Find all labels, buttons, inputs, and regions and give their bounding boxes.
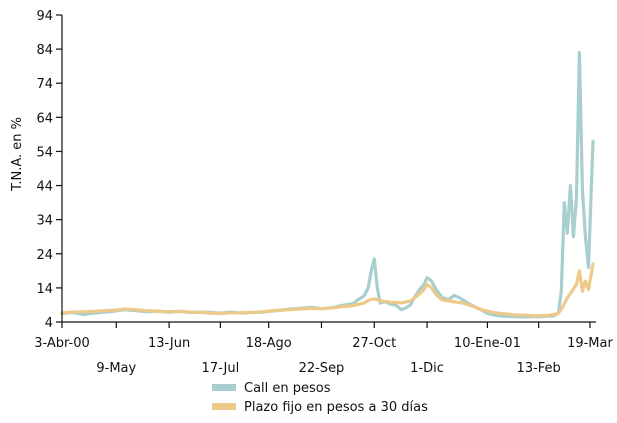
x-tick-label: 3-Abr-00 bbox=[34, 336, 90, 351]
legend-swatch bbox=[212, 384, 236, 391]
y-tick-label: 44 bbox=[36, 180, 53, 195]
x-tick-label: 17-Jul bbox=[202, 361, 240, 376]
series-line-1 bbox=[60, 262, 595, 318]
y-tick-label: 64 bbox=[36, 111, 53, 126]
legend-swatch bbox=[212, 403, 236, 410]
x-tick-label: 10-Ene-01 bbox=[454, 336, 521, 351]
y-tick-label: 94 bbox=[36, 9, 53, 24]
y-axis-title: T.N.A. en % bbox=[10, 117, 25, 192]
y-tick-label: 84 bbox=[36, 43, 53, 58]
series-line-0 bbox=[60, 50, 595, 319]
x-tick-label: 18-Ago bbox=[246, 336, 292, 351]
x-tick-label: 19-Mar bbox=[567, 336, 613, 351]
x-tick-label: 9-May bbox=[96, 361, 136, 376]
y-tick-label: 54 bbox=[36, 145, 53, 160]
y-tick-label: 34 bbox=[36, 214, 53, 229]
legend-label: Call en pesos bbox=[244, 381, 331, 396]
y-ticks: 4 14 24 34 44 54 64 74 84 94 bbox=[36, 9, 62, 331]
x-ticks: 3-Abr-00 9-May 13-Jun 17-Jul 18-Ago 22-Sep 27-… bbox=[34, 322, 613, 376]
x-tick-label: 13-Jun bbox=[148, 336, 190, 351]
y-tick-label: 14 bbox=[36, 282, 53, 297]
legend-label: Plazo fijo en pesos a 30 días bbox=[244, 400, 428, 415]
x-tick-label: 1-Dic bbox=[410, 361, 444, 376]
y-tick-label: 4 bbox=[45, 316, 53, 331]
legend: Call en pesos Plazo fijo en pesos a 30 dí… bbox=[212, 381, 428, 415]
x-tick-label: 13-Feb bbox=[517, 361, 561, 376]
y-tick-label: 74 bbox=[36, 77, 53, 92]
x-tick-label: 27-Oct bbox=[352, 336, 396, 351]
x-tick-label: 22-Sep bbox=[299, 361, 345, 376]
series-layer bbox=[60, 50, 595, 319]
axes bbox=[61, 15, 596, 323]
y-tick-label: 24 bbox=[36, 248, 53, 263]
